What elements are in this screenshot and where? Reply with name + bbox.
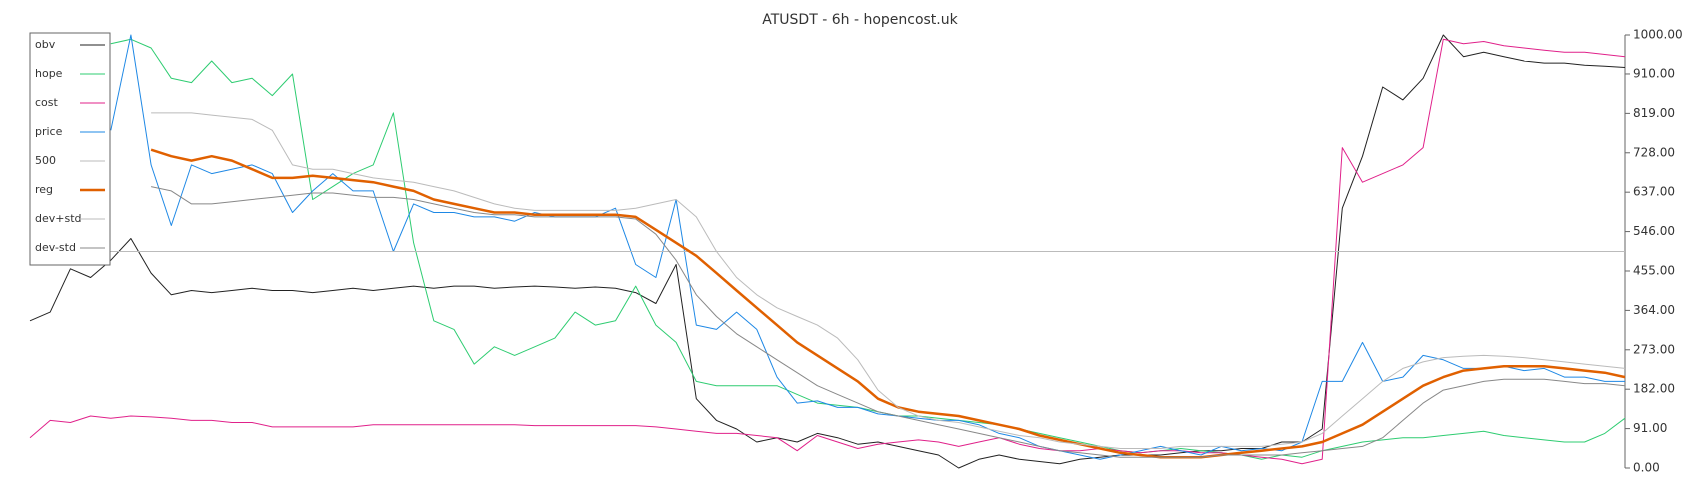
series-line (29, 38, 1626, 465)
y-tick-label: 0.00 (1633, 461, 1660, 475)
legend-label: price (35, 125, 63, 138)
legend-box (29, 32, 111, 266)
legend-label: dev-std (35, 241, 76, 254)
legend-label: reg (35, 183, 53, 196)
legend-label: obv (35, 38, 56, 51)
legend-label: 500 (35, 154, 56, 167)
y-tick-label: 637.00 (1633, 185, 1675, 199)
y-tick-label: 728.00 (1633, 145, 1675, 159)
y-tick-label: 364.00 (1633, 303, 1675, 317)
series-line (110, 34, 1625, 460)
legend-label: hope (35, 67, 63, 80)
chart-title: ATUSDT - 6h - hopencost.uk (762, 12, 958, 28)
y-tick-label: 91.00 (1633, 421, 1667, 435)
series-line (150, 148, 1626, 459)
series-line (151, 112, 1626, 449)
legend-label: dev+std (35, 212, 82, 225)
y-tick-label: 273.00 (1633, 342, 1675, 356)
y-tick-label: 455.00 (1633, 263, 1675, 277)
y-tick-label: 182.00 (1633, 382, 1675, 396)
legend-label: cost (35, 96, 59, 109)
series-line (110, 38, 1626, 460)
series-line (29, 34, 1626, 469)
y-tick-label: 1000.00 (1633, 28, 1683, 42)
y-tick-label: 546.00 (1633, 224, 1675, 238)
y-tick-label: 819.00 (1633, 106, 1675, 120)
y-tick-label: 910.00 (1633, 66, 1675, 80)
series-line (150, 186, 1626, 458)
